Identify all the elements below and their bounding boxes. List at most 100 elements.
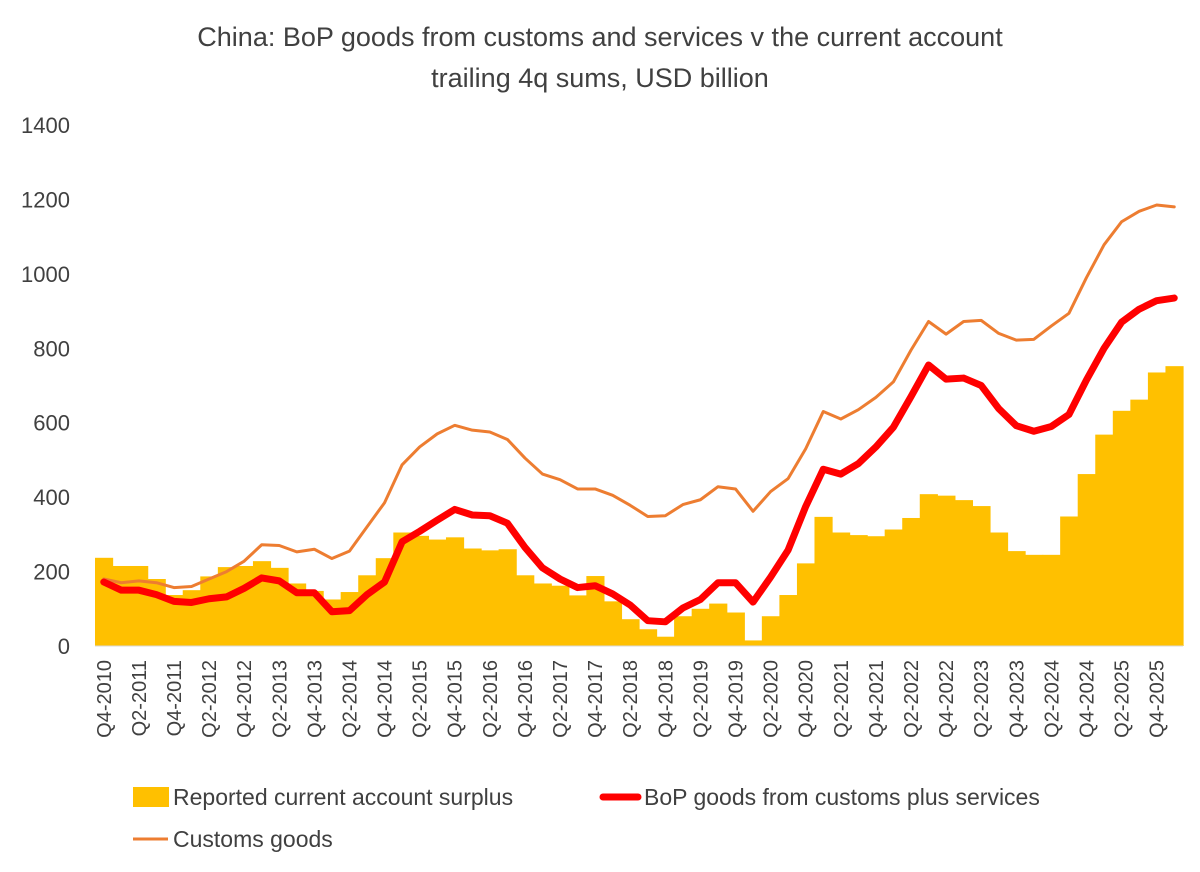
bar — [1060, 516, 1079, 646]
bar — [200, 576, 219, 646]
y-tick-label: 400 — [33, 485, 70, 510]
x-tick-label: Q4-2021 — [866, 660, 888, 738]
bar — [1042, 554, 1061, 646]
bar — [445, 537, 465, 646]
bar — [796, 563, 816, 646]
bar — [1025, 554, 1044, 646]
x-tick-label: Q2-2018 — [620, 660, 642, 738]
bar — [919, 494, 938, 646]
bar — [1095, 434, 1114, 646]
bar — [147, 579, 166, 646]
y-tick-label: 1200 — [21, 187, 70, 212]
bar — [814, 516, 833, 646]
x-tick-label: Q4-2016 — [515, 660, 537, 738]
bar — [989, 532, 1009, 646]
line-series — [100, 203, 1178, 626]
bar — [288, 583, 307, 646]
x-tick-label: Q2-2013 — [269, 660, 291, 738]
x-tick-label: Q2-2012 — [199, 660, 221, 738]
x-tick-label: Q4-2012 — [234, 660, 256, 738]
bar — [305, 590, 324, 646]
bar — [498, 549, 517, 646]
bar — [375, 558, 394, 646]
bar-series — [95, 366, 1184, 646]
x-tick-label: Q4-2014 — [375, 660, 397, 738]
bar — [428, 539, 447, 646]
x-tick-label: Q2-2025 — [1112, 660, 1134, 738]
bar — [656, 636, 675, 646]
y-tick-label: 200 — [33, 560, 70, 585]
y-tick-label: 1000 — [21, 262, 70, 287]
bar — [130, 565, 149, 646]
bar — [533, 583, 552, 646]
bar — [709, 603, 728, 646]
bar — [761, 616, 780, 646]
bop-goods-services-line — [100, 294, 1178, 626]
x-tick-label: Q4-2020 — [796, 660, 818, 738]
bar — [568, 595, 587, 646]
bar — [849, 535, 868, 646]
x-tick-label: Q4-2024 — [1076, 660, 1098, 738]
bar — [410, 535, 430, 646]
bar — [832, 532, 851, 646]
bar — [1112, 410, 1131, 646]
bar — [603, 601, 623, 646]
x-tick-label: Q2-2015 — [410, 660, 432, 738]
x-tick-label: Q2-2021 — [831, 660, 853, 738]
y-axis: 0 200 400 600 800 1000 1200 1400 — [21, 113, 70, 659]
bar — [1130, 399, 1149, 646]
x-tick-label: Q4-2010 — [94, 660, 116, 738]
x-tick-label: Q4-2017 — [585, 660, 607, 738]
bar — [902, 517, 921, 646]
bar — [744, 640, 763, 646]
bar — [95, 557, 114, 646]
bar — [1077, 474, 1096, 646]
bar — [884, 529, 903, 646]
bar — [112, 565, 131, 646]
x-tick-label: Q2-2023 — [971, 660, 993, 738]
bar — [621, 619, 640, 646]
bar — [235, 565, 254, 646]
bar — [586, 576, 605, 646]
legend: Reported current account surplus BoP good… — [133, 784, 1040, 852]
x-tick-label: Q2-2022 — [901, 660, 923, 738]
bar — [463, 548, 482, 646]
bar — [779, 595, 798, 646]
legend-label-current-account: Reported current account surplus — [173, 784, 513, 810]
bar — [481, 550, 500, 646]
y-tick-label: 1400 — [21, 113, 70, 138]
bar — [867, 536, 886, 646]
bar — [252, 561, 272, 646]
bar — [691, 608, 710, 646]
x-tick-label: Q4-2013 — [304, 660, 326, 738]
legend-label-customs-goods: Customs goods — [173, 826, 333, 852]
x-tick-label: Q4-2015 — [445, 660, 467, 738]
bar — [1007, 551, 1026, 646]
chart-subtitle: trailing 4q sums, USD billion — [431, 63, 769, 93]
y-tick-label: 0 — [58, 634, 70, 659]
legend-swatch-current-account — [133, 787, 169, 807]
x-tick-label: Q2-2017 — [550, 660, 572, 738]
x-tick-label: Q2-2019 — [690, 660, 712, 738]
chart-title: China: BoP goods from customs and servic… — [197, 22, 1003, 52]
bar — [165, 595, 184, 646]
bar — [551, 585, 570, 646]
x-tick-label: Q4-2018 — [655, 660, 677, 738]
x-tick-label: Q2-2020 — [761, 660, 783, 738]
x-tick-label: Q2-2011 — [129, 660, 151, 736]
bar — [217, 567, 236, 646]
x-tick-label: Q2-2016 — [480, 660, 502, 738]
y-tick-label: 600 — [33, 411, 70, 436]
x-axis: Q4-2010 Q2-2011 Q4-2011 Q2-2012 Q4-2012 Q2-20… — [94, 645, 1183, 738]
x-tick-label: Q4-2023 — [1006, 660, 1028, 738]
x-tick-label: Q2-2024 — [1041, 660, 1063, 738]
bar — [1165, 366, 1184, 646]
bar — [516, 575, 535, 646]
bar — [972, 506, 991, 646]
y-tick-label: 800 — [33, 336, 70, 361]
x-tick-label: Q4-2025 — [1147, 660, 1169, 738]
x-tick-label: Q2-2014 — [339, 660, 361, 738]
bar — [937, 495, 956, 646]
